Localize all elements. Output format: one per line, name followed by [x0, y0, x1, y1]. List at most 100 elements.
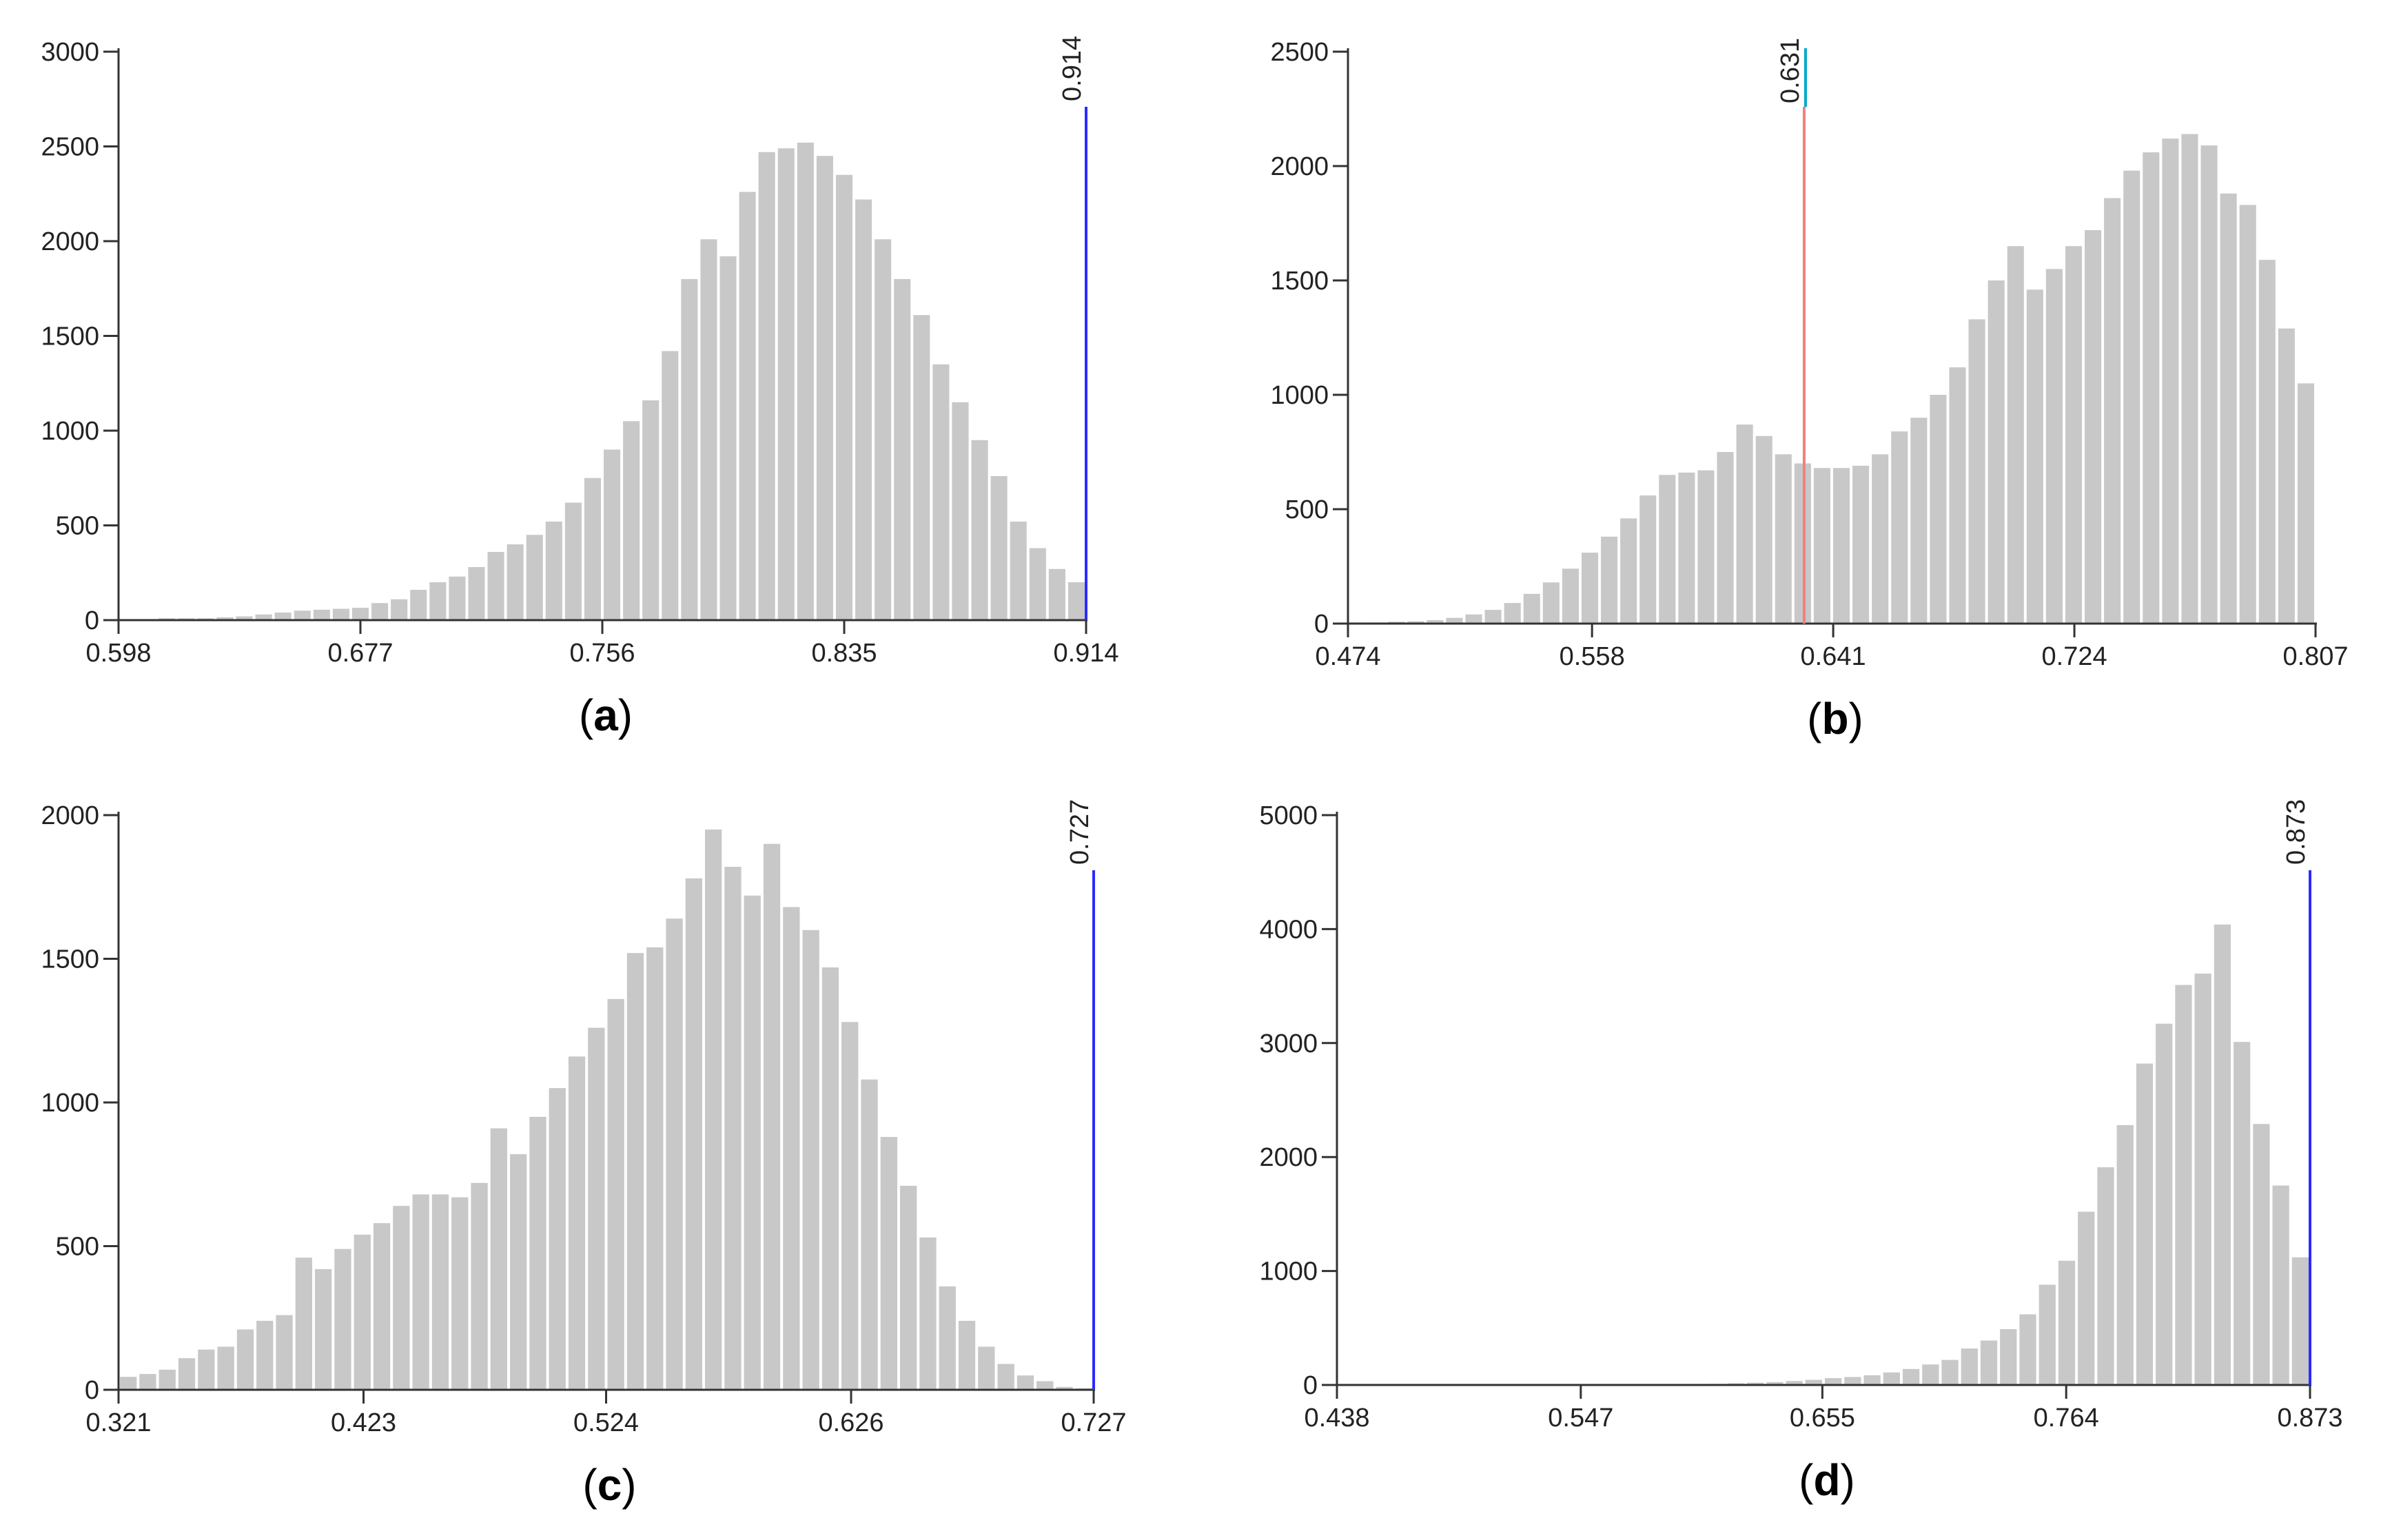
- histogram-bar: [178, 1358, 196, 1390]
- y-tick-label: 0: [85, 606, 99, 635]
- histogram-bar: [2291, 1257, 2309, 1385]
- histogram-bar: [236, 1329, 254, 1390]
- y-tick-label: 2000: [41, 227, 99, 256]
- histogram-bar: [2239, 205, 2256, 624]
- histogram-bar: [646, 947, 664, 1390]
- y-tick-label: 2500: [1270, 38, 1329, 67]
- histogram-bar: [705, 829, 722, 1390]
- histogram-bar: [1029, 548, 1046, 620]
- histogram-bar: [724, 867, 742, 1390]
- histogram-chart-d: 0 1000 2000 3000 4000 5000 0.438 0.547 0.655 0.76…: [1259, 799, 2342, 1505]
- panel-label: (a): [579, 690, 633, 740]
- histogram-bar: [1922, 1364, 1939, 1385]
- histogram-bar: [1678, 472, 1695, 624]
- histogram-bar: [1601, 536, 1618, 624]
- y-tick-label: 0: [1303, 1371, 1318, 1400]
- panel-letter: b: [1821, 694, 1848, 743]
- histogram-bar: [1852, 465, 1870, 624]
- marker-value-label: 0.631: [1776, 38, 1805, 103]
- histogram-bar: [449, 576, 466, 620]
- histogram-bar: [1883, 1372, 1900, 1385]
- histogram-bar: [334, 1249, 351, 1390]
- histogram-bar: [1910, 418, 1928, 624]
- histogram-bar: [1504, 603, 1521, 624]
- histogram-bar: [2104, 198, 2121, 624]
- panel-label: (c): [582, 1460, 636, 1510]
- histogram-bar: [1872, 454, 1889, 624]
- histogram-bar: [797, 143, 814, 620]
- marker-value-label: 0.873: [2282, 799, 2311, 865]
- histogram-panel-d: 0 1000 2000 3000 4000 5000 0.438 0.547 0.655 0.76…: [1191, 768, 2381, 1540]
- histogram-bar: [783, 907, 800, 1390]
- histogram-bar: [802, 930, 819, 1390]
- y-tick-label: 1000: [41, 417, 99, 446]
- histogram-bar: [1562, 568, 1579, 624]
- x-tick-label: 0.558: [1560, 642, 1625, 671]
- histogram-bar: [236, 616, 253, 620]
- x-tick-label: 0.914: [1053, 639, 1118, 668]
- histogram-bar: [332, 608, 349, 620]
- histogram-bar: [990, 476, 1008, 620]
- histogram-bar: [719, 256, 737, 620]
- histogram-bar: [564, 502, 582, 620]
- x-tick-label: 0.626: [818, 1408, 883, 1437]
- histogram-bar: [777, 148, 795, 620]
- histogram-bar: [216, 617, 234, 621]
- histogram-bar: [451, 1197, 469, 1390]
- y-tick-label: 1500: [1270, 267, 1329, 296]
- histogram-bar: [1987, 280, 2005, 624]
- histogram-bar: [894, 279, 911, 620]
- histogram-bar: [900, 1185, 917, 1390]
- histogram-bar: [1010, 522, 1027, 620]
- histogram-bar: [997, 1364, 1014, 1390]
- x-tick-label: 0.641: [1801, 642, 1866, 671]
- histogram-bar: [1036, 1381, 1054, 1390]
- histogram-bar: [2200, 145, 2218, 624]
- histogram-bar: [939, 1286, 956, 1390]
- histogram-bar: [2234, 1042, 2251, 1385]
- histogram-bar: [1465, 614, 1482, 624]
- histogram-bar: [971, 440, 988, 620]
- bars: [1349, 134, 2314, 624]
- histogram-bar: [1747, 1382, 1764, 1385]
- histogram-bar: [588, 1027, 605, 1390]
- histogram-bar: [855, 199, 872, 620]
- histogram-panel-b: 0 500 1000 1500 2000 2500 0.474 0.558 0.641 0.724…: [1191, 0, 2381, 772]
- histogram-bar: [642, 400, 660, 620]
- histogram-bar: [2220, 193, 2237, 624]
- histogram-bar: [1775, 454, 1792, 624]
- histogram-bar: [490, 1128, 507, 1390]
- histogram-bar: [1863, 1375, 1881, 1385]
- histogram-bar: [294, 610, 311, 620]
- histogram-bar: [2078, 1211, 2095, 1385]
- y-tick-label: 1500: [41, 322, 99, 351]
- histogram-bar: [431, 1194, 449, 1390]
- histogram-bar: [468, 567, 485, 620]
- histogram-bar: [1786, 1381, 1803, 1385]
- histogram-bar: [2085, 229, 2102, 624]
- histogram-bar: [410, 590, 427, 620]
- histogram-bar: [607, 998, 624, 1390]
- histogram-bar: [1941, 1359, 1959, 1385]
- histogram-chart-c: 0 500 1000 1500 2000 0.321 0.423 0.524 0.626 0.72…: [41, 799, 1126, 1510]
- histogram-bar: [604, 449, 621, 620]
- histogram-bar: [623, 421, 640, 620]
- histogram-bar: [626, 953, 644, 1390]
- x-tick-label: 0.438: [1304, 1404, 1369, 1433]
- y-tick-label: 4000: [1259, 915, 1318, 944]
- histogram-bar: [978, 1346, 995, 1390]
- panel-label: (b): [1807, 694, 1863, 743]
- histogram-bar: [255, 614, 272, 620]
- histogram-bar: [1581, 553, 1599, 624]
- histogram-bar: [1825, 1378, 1842, 1385]
- histogram-bar: [919, 1237, 937, 1390]
- histogram-bar: [2007, 246, 2024, 624]
- histogram-bar: [1755, 435, 1772, 624]
- histogram-chart-a: 0 500 1000 1500 2000 2500 3000 0.598 0.677 0.756 0…: [41, 36, 1118, 740]
- histogram-bar: [412, 1194, 429, 1390]
- x-tick-label: 0.321: [85, 1408, 151, 1437]
- y-tick-label: 1500: [41, 945, 99, 974]
- histogram-bar: [1639, 495, 1657, 624]
- histogram-bar: [2258, 260, 2276, 624]
- x-tick-label: 0.764: [2034, 1404, 2099, 1433]
